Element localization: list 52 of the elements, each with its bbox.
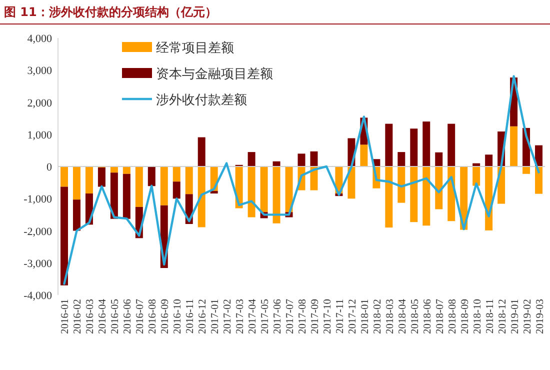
legend-label: 资本与金融项目差额: [156, 67, 273, 82]
x-tick-label: 2016-08: [148, 299, 159, 334]
x-tick-label: 2019-02: [522, 299, 534, 334]
y-tick-label: 1,000: [27, 129, 52, 142]
x-tick-label: 2016-09: [160, 299, 172, 334]
x-tick-label: 2018-08: [447, 299, 458, 334]
x-tick-label: 2016-01: [60, 299, 72, 334]
x-tick-label: 2018-10: [472, 299, 484, 334]
x-tick-label: 2016-05: [110, 299, 122, 334]
x-tick-label: 2017-10: [322, 299, 334, 334]
y-tick-label: 2,000: [27, 97, 52, 110]
y-tick-label: 3,000: [27, 65, 52, 78]
x-tick-label: 2016-10: [172, 299, 184, 334]
x-tick-label: 2019-03: [534, 299, 546, 334]
legend-label: 涉外收付款差额: [156, 93, 247, 108]
x-tick-label: 2018-07: [434, 299, 446, 334]
x-tick-label: 2017-01: [210, 299, 222, 334]
x-tick-label: 2017-12: [347, 299, 358, 334]
chart-title: 图 11：涉外收付款的分项结构（亿元）: [4, 5, 217, 19]
x-tick-label: 2017-08: [298, 299, 308, 334]
x-tick-label: 2016-03: [85, 299, 96, 334]
x-tick-label: 2018-04: [397, 298, 408, 334]
x-tick-label: 2017-06: [272, 299, 284, 334]
x-tick-label: 2016-12: [198, 299, 209, 334]
x-tick-label: 2018-02: [372, 299, 384, 334]
x-tick-label: 2016-11: [185, 299, 196, 334]
x-tick-label: 2017-03: [235, 299, 246, 334]
y-tick-label: 4,000: [27, 33, 52, 45]
x-tick-label: 2017-05: [260, 299, 272, 334]
x-tick-label: 2018-09: [460, 299, 471, 334]
x-tick-label: 2016-06: [122, 299, 134, 334]
y-tick-label: 0: [46, 162, 52, 174]
x-tick-label: 2016-04: [98, 298, 109, 334]
x-tick-label: 2017-04: [248, 298, 259, 334]
x-tick-label: 2017-02: [222, 299, 234, 334]
x-tick-label: 2017-09: [310, 299, 321, 334]
x-tick-label: 2018-05: [410, 299, 421, 334]
x-tick-label: 2018-06: [422, 299, 434, 334]
y-tick-label: -1,000: [24, 194, 52, 206]
x-tick-label: 2018-01: [360, 299, 371, 334]
x-tick-label: 2017-11: [334, 299, 346, 334]
y-tick-label: -4,000: [24, 290, 52, 302]
x-tick-label: 2018-11: [484, 299, 496, 334]
x-tick-label: 2019-01: [510, 299, 521, 334]
x-tick-label: 2016-07: [135, 299, 146, 334]
legend-label: 经常项目差额: [156, 41, 234, 56]
y-tick-label: -3,000: [24, 258, 52, 270]
x-tick-label: 2018-12: [497, 299, 508, 334]
x-tick-label: 2016-02: [72, 299, 84, 334]
y-tick-label: -2,000: [24, 226, 52, 238]
x-tick-label: 2017-07: [285, 299, 296, 334]
x-tick-label: 2018-03: [384, 299, 396, 334]
